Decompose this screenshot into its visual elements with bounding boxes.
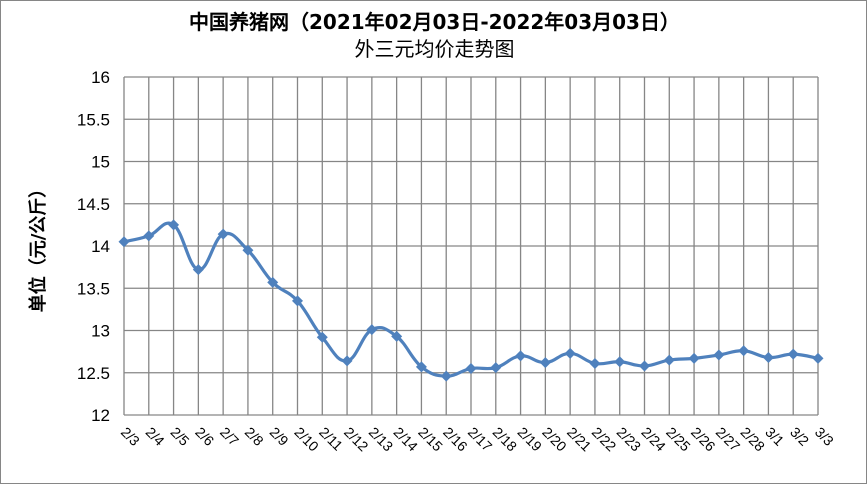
data-point-marker [738, 345, 750, 357]
x-tick-label: 2/27 [713, 424, 744, 455]
x-tick-label: 2/18 [490, 424, 521, 455]
data-point-marker [366, 324, 378, 336]
y-tick-label: 14 [91, 237, 110, 256]
data-point-marker [465, 363, 477, 375]
x-tick-label: 3/2 [787, 424, 812, 449]
chart-subtitle: 外三元均价走势图 [354, 37, 515, 61]
x-tick-label: 2/21 [564, 424, 595, 455]
x-tick-label: 2/25 [663, 424, 694, 455]
data-point-marker [415, 361, 427, 373]
y-tick-label: 13 [91, 322, 110, 341]
x-tick-label: 2/11 [316, 424, 346, 454]
data-point-marker [292, 295, 303, 307]
x-tick-label: 2/8 [242, 424, 267, 449]
data-point-marker [663, 354, 675, 366]
x-tick-label: 2/20 [539, 424, 570, 455]
x-tick-label: 2/28 [738, 424, 769, 455]
data-point-markers [118, 219, 824, 382]
x-tick-label: 2/12 [341, 424, 372, 455]
data-point-marker [762, 352, 774, 364]
y-tick-label: 15.5 [77, 110, 110, 129]
data-point-marker [143, 230, 155, 242]
x-tick-label: 2/15 [415, 424, 446, 455]
chart-title: 中国养猪网（2021年02月03日-2022年03月03日） 外三元均价走势图 [1, 9, 867, 63]
x-tick-label: 2/14 [391, 424, 422, 455]
x-tick-label: 2/10 [291, 424, 322, 455]
x-axis-ticks: 2/3 2/4 2/5 2/6 2/7 2/8 2/9 2/102/112/122/132/1… [118, 424, 837, 455]
chart-title-line1: 中国养猪网（2021年02月03日-2022年03月03日） [189, 10, 680, 34]
data-point-marker [639, 360, 650, 372]
x-tick-label: 2/23 [614, 424, 645, 455]
data-point-marker [614, 356, 626, 368]
data-point-marker [118, 236, 130, 248]
data-point-marker [515, 350, 527, 362]
data-point-marker [267, 276, 279, 288]
data-point-marker [316, 331, 328, 343]
y-tick-label: 15 [91, 153, 110, 172]
data-point-marker [341, 355, 353, 367]
data-point-marker [787, 348, 799, 360]
x-tick-label: 2/13 [366, 424, 397, 455]
data-point-marker [192, 264, 204, 276]
data-point-marker [490, 362, 502, 374]
data-point-marker [589, 357, 601, 369]
y-axis-ticks: 12 12.5 13 13.5 14 14.5 15 15.5 16 [77, 68, 110, 425]
x-tick-label: 2/16 [440, 424, 471, 455]
data-point-marker [564, 347, 576, 359]
x-tick-label: 2/6 [192, 424, 217, 449]
gridlines [123, 76, 819, 416]
data-point-marker [812, 352, 824, 364]
y-tick-label: 16 [91, 68, 110, 87]
data-point-marker [168, 219, 180, 231]
data-point-marker [688, 352, 700, 364]
x-tick-label: 2/3 [118, 424, 143, 449]
x-tick-label: 2/22 [589, 424, 620, 455]
x-tick-label: 2/26 [688, 424, 719, 455]
data-point-marker [539, 357, 551, 369]
y-tick-label: 14.5 [77, 195, 110, 214]
x-tick-label: 3/3 [812, 424, 837, 449]
data-point-marker [217, 228, 229, 240]
x-tick-label: 2/5 [167, 424, 192, 449]
y-tick-label: 12 [91, 406, 110, 425]
x-tick-label: 2/24 [638, 424, 669, 455]
x-tick-label: 2/9 [267, 424, 292, 449]
y-tick-label: 12.5 [77, 364, 110, 383]
data-point-marker [242, 244, 254, 256]
data-point-marker [391, 330, 403, 342]
x-tick-label: 3/1 [762, 424, 787, 449]
y-tick-label: 13.5 [77, 279, 110, 298]
x-tick-label: 2/7 [217, 424, 242, 449]
data-point-marker [713, 349, 725, 361]
x-tick-label: 2/17 [465, 424, 496, 455]
x-tick-label: 2/19 [514, 424, 545, 455]
data-point-marker [440, 370, 452, 382]
x-tick-label: 2/4 [143, 424, 168, 449]
